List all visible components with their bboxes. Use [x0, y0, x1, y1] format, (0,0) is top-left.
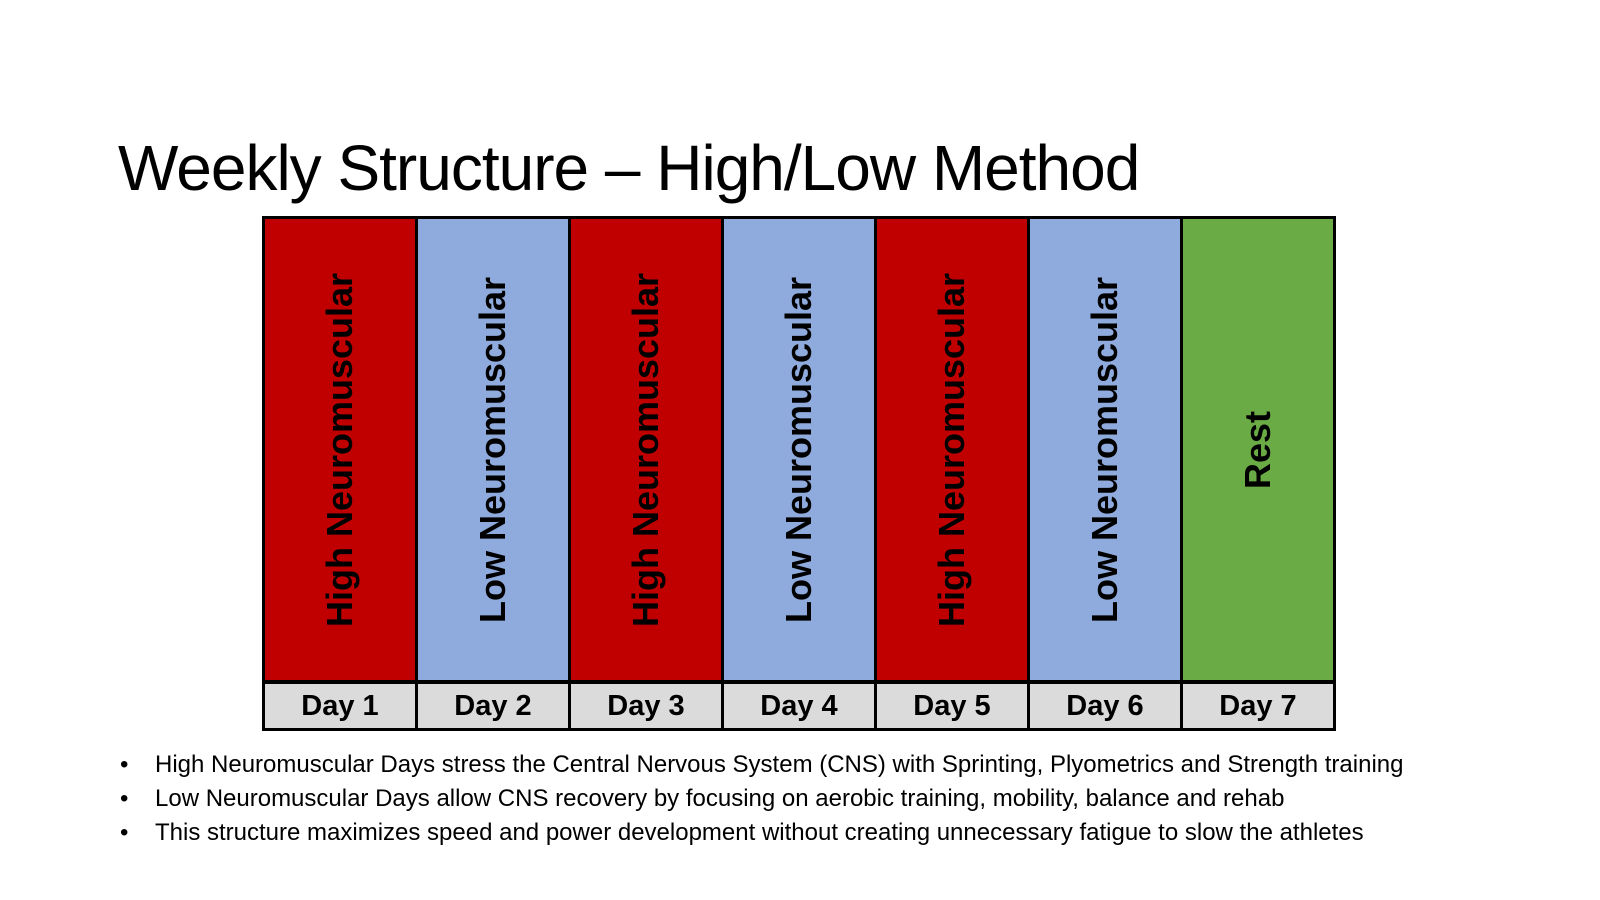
day-type-cell: High Neuromuscular [877, 219, 1027, 684]
list-item: • High Neuromuscular Days stress the Cen… [120, 748, 1403, 782]
bullet-icon: • [120, 819, 129, 846]
day-label: Day 6 [1066, 689, 1144, 722]
day-type-label: Low Neuromuscular [472, 276, 513, 623]
day-column-2: Low Neuromuscular Day 2 [415, 219, 568, 728]
weekly-structure-table: High Neuromuscular Day 1 Low Neuromuscul… [262, 216, 1336, 731]
list-item: • Low Neuromuscular Days allow CNS recov… [120, 782, 1403, 816]
day-label: Day 1 [301, 689, 379, 722]
day-label-cell: Day 7 [1183, 684, 1333, 728]
notes-list: • High Neuromuscular Days stress the Cen… [120, 748, 1403, 850]
day-label: Day 2 [454, 689, 532, 722]
day-column-4: Low Neuromuscular Day 4 [721, 219, 874, 728]
day-column-5: High Neuromuscular Day 5 [874, 219, 1027, 728]
day-label-cell: Day 5 [877, 684, 1027, 728]
day-label-cell: Day 4 [724, 684, 874, 728]
day-type-label: High Neuromuscular [931, 272, 972, 627]
day-type-cell: Low Neuromuscular [418, 219, 568, 684]
day-column-3: High Neuromuscular Day 3 [568, 219, 721, 728]
day-type-label: Low Neuromuscular [778, 276, 819, 623]
day-label: Day 3 [607, 689, 685, 722]
day-label: Day 5 [913, 689, 991, 722]
bullet-icon: • [120, 785, 129, 812]
day-label-cell: Day 2 [418, 684, 568, 728]
day-label-cell: Day 3 [571, 684, 721, 728]
day-column-1: High Neuromuscular Day 1 [265, 219, 415, 728]
bullet-text: High Neuromuscular Days stress the Centr… [155, 751, 1404, 778]
day-type-cell: High Neuromuscular [265, 219, 415, 684]
day-type-cell: Low Neuromuscular [1030, 219, 1180, 684]
bullet-text: This structure maximizes speed and power… [155, 819, 1364, 846]
day-type-label: Low Neuromuscular [1084, 276, 1125, 623]
day-column-6: Low Neuromuscular Day 6 [1027, 219, 1180, 728]
day-type-cell: Low Neuromuscular [724, 219, 874, 684]
list-item: • This structure maximizes speed and pow… [120, 816, 1403, 850]
bullet-icon: • [120, 751, 129, 778]
day-column-7: Rest Day 7 [1180, 219, 1333, 728]
day-type-cell: High Neuromuscular [571, 219, 721, 684]
slide-title: Weekly Structure – High/Low Method [118, 131, 1140, 204]
day-type-label: Rest [1237, 410, 1278, 489]
day-type-label: High Neuromuscular [319, 272, 360, 627]
day-label-cell: Day 6 [1030, 684, 1180, 728]
day-label: Day 7 [1219, 689, 1297, 722]
bullet-text: Low Neuromuscular Days allow CNS recover… [155, 785, 1285, 812]
day-type-cell: Rest [1183, 219, 1333, 684]
day-label-cell: Day 1 [265, 684, 415, 728]
day-type-label: High Neuromuscular [625, 272, 666, 627]
day-label: Day 4 [760, 689, 838, 722]
